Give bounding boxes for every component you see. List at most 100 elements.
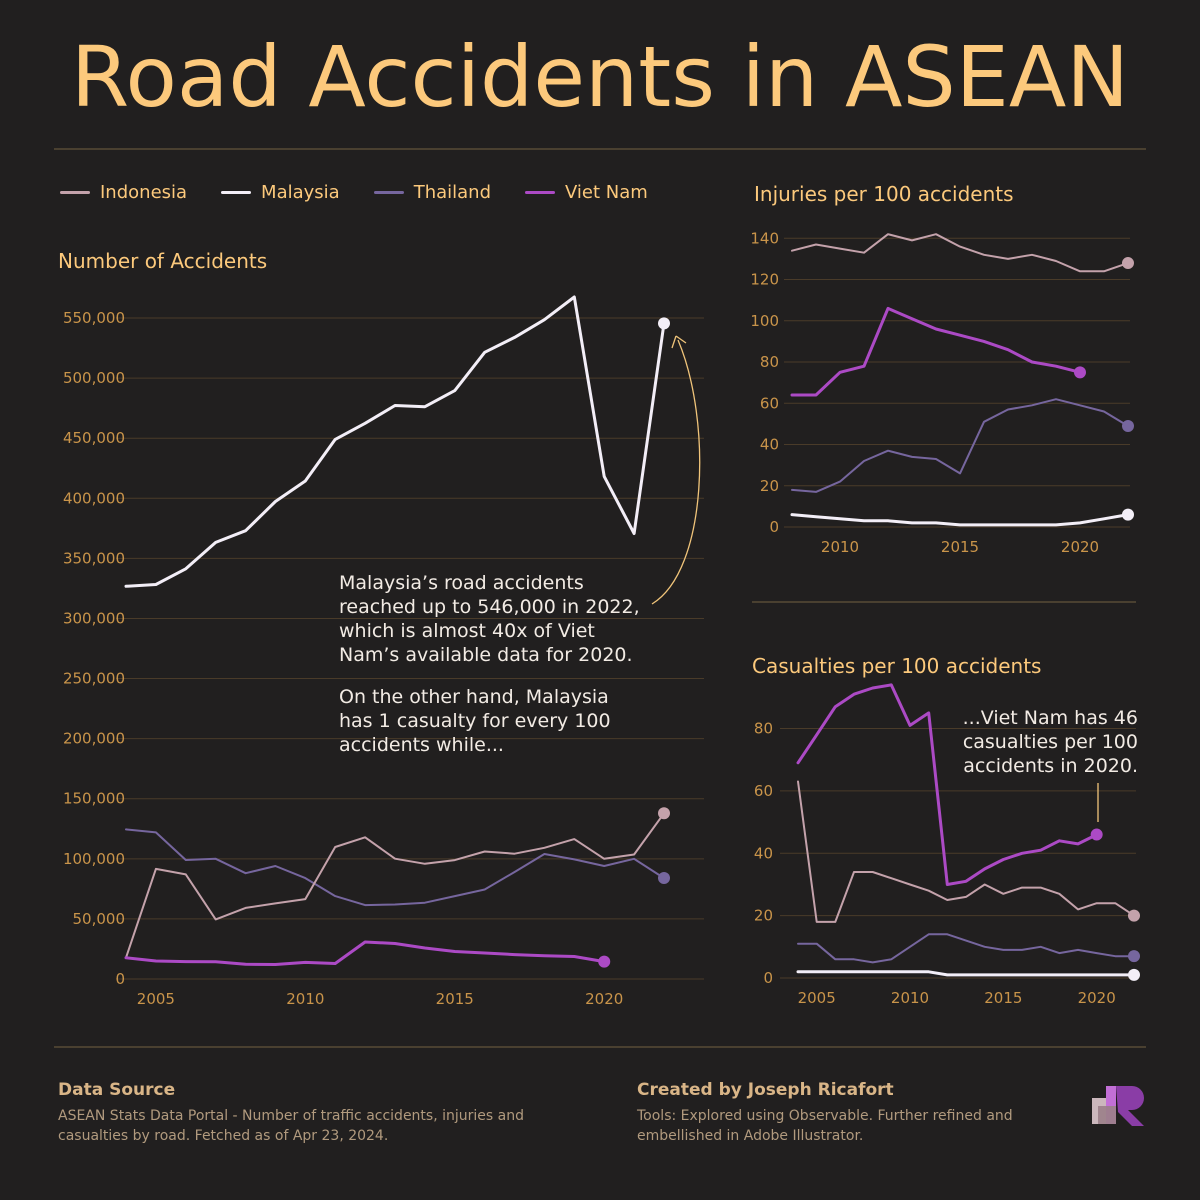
annotation-malaysia-line: Nam’s available data for 2020. <box>339 644 633 666</box>
annotation-malaysia-line: Malaysia’s road accidents <box>339 572 584 594</box>
y-tick-label: 500,000 <box>63 369 125 387</box>
x-tick-label: 2020 <box>1078 989 1116 1007</box>
series-line-malaysia <box>790 513 1130 527</box>
credit-heading: Created by Joseph Ricafort <box>637 1080 894 1100</box>
page-title: Road Accidents in ASEAN <box>70 28 1130 126</box>
annotation-malaysia-casualty-line: has 1 casualty for every 100 <box>339 710 611 732</box>
y-tick-label: 550,000 <box>63 309 125 327</box>
x-tick-label: 2020 <box>585 990 623 1008</box>
divider-top <box>54 148 1146 150</box>
x-tick-label: 2015 <box>436 990 474 1008</box>
y-tick-label: 20 <box>754 907 773 925</box>
y-tick-label: 40 <box>754 844 773 862</box>
x-tick-label: 2005 <box>798 989 836 1007</box>
divider-bottom <box>54 1046 1146 1048</box>
series-line-indonesia <box>125 812 665 959</box>
x-tick-label: 2015 <box>984 989 1022 1007</box>
y-tick-label: 350,000 <box>63 549 125 567</box>
y-tick-label: 150,000 <box>63 790 125 808</box>
chart-title: Injuries per 100 accidents <box>754 182 1014 206</box>
legend-item-indonesia: Indonesia <box>60 182 187 203</box>
annotation-malaysia-casualty-line: accidents while... <box>339 734 504 756</box>
end-point-thailand <box>1122 419 1134 432</box>
end-point-indonesia <box>1128 909 1140 922</box>
y-tick-label: 200,000 <box>63 730 125 748</box>
series-line-malaysia <box>796 970 1136 977</box>
source-text: ASEAN Stats Data Portal - Number of traf… <box>58 1106 524 1146</box>
y-tick-label: 100 <box>750 312 779 330</box>
chart-title: Number of Accidents <box>58 249 267 273</box>
end-point-malaysia <box>658 317 670 330</box>
legend-swatch <box>60 191 90 194</box>
annotation-arrow-head <box>671 335 687 349</box>
series-line-malaysia <box>124 295 666 588</box>
annotation-vietnam-line: casualties per 100 <box>963 731 1138 753</box>
y-tick-label: 40 <box>760 436 779 454</box>
annotation-vietnam-line: accidents in 2020. <box>963 755 1138 777</box>
y-tick-label: 60 <box>754 782 773 800</box>
legend-swatch <box>525 191 556 194</box>
divider-right <box>752 601 1136 603</box>
y-tick-label: 50,000 <box>73 910 126 928</box>
y-tick-label: 0 <box>115 970 125 988</box>
series-line-viet-nam <box>124 940 606 966</box>
end-point-viet-nam <box>1074 366 1086 379</box>
x-tick-label: 2020 <box>1061 538 1099 556</box>
y-tick-label: 140 <box>750 229 779 247</box>
end-point-viet-nam <box>598 955 611 968</box>
legend-item-thailand: Thailand <box>373 182 492 203</box>
legend-label: Indonesia <box>100 182 188 203</box>
y-tick-label: 400,000 <box>63 489 125 507</box>
y-tick-label: 80 <box>754 720 773 738</box>
legend-swatch <box>221 191 252 194</box>
legend: Indonesia Malaysia Thailand Viet Nam <box>60 182 648 203</box>
legend-item-viet-nam: Viet Nam <box>525 182 648 203</box>
end-point-viet-nam <box>1090 828 1103 841</box>
legend-label: Malaysia <box>261 182 340 203</box>
series-line-viet-nam <box>790 306 1082 397</box>
series-line-thailand <box>791 398 1129 493</box>
credit-text: Tools: Explored using Observable. Furthe… <box>637 1106 1013 1146</box>
y-tick-label: 300,000 <box>63 609 125 627</box>
end-point-thailand <box>658 872 670 885</box>
y-tick-label: 100,000 <box>63 850 125 868</box>
x-tick-label: 2005 <box>137 990 175 1008</box>
end-point-indonesia <box>1122 257 1134 270</box>
end-point-malaysia <box>1128 968 1140 981</box>
x-tick-label: 2015 <box>941 538 979 556</box>
y-tick-label: 120 <box>750 271 779 289</box>
series-line-indonesia <box>797 780 1135 923</box>
legend-swatch <box>373 191 404 194</box>
x-tick-label: 2010 <box>821 538 859 556</box>
y-tick-label: 20 <box>760 477 779 495</box>
annotation-malaysia-line: reached up to 546,000 in 2022, <box>339 596 640 618</box>
legend-label: Viet Nam <box>565 182 648 203</box>
series-line-indonesia <box>791 233 1129 273</box>
y-tick-label: 0 <box>763 969 773 987</box>
y-tick-label: 250,000 <box>63 670 125 688</box>
source-text-line: casualties by road. Fetched as of Apr 23… <box>58 1128 389 1144</box>
series-line-viet-nam <box>796 683 1099 886</box>
legend-label: Thailand <box>413 182 492 203</box>
chart-title: Casualties per 100 accidents <box>752 654 1041 678</box>
credit-text-line: embellished in Adobe Illustrator. <box>637 1128 864 1144</box>
legend-item-malaysia: Malaysia <box>221 182 340 203</box>
end-point-thailand <box>1128 950 1140 963</box>
end-point-malaysia <box>1122 508 1134 521</box>
x-tick-label: 2010 <box>891 989 929 1007</box>
annotation-malaysia-line: which is almost 40x of Viet <box>339 620 595 642</box>
y-tick-label: 0 <box>769 518 779 536</box>
credit-text-line: Tools: Explored using Observable. Furthe… <box>637 1108 1013 1124</box>
series-line-thailand <box>797 933 1135 964</box>
y-tick-label: 80 <box>760 353 779 371</box>
end-point-indonesia <box>658 807 670 820</box>
x-tick-label: 2010 <box>286 990 324 1008</box>
y-tick-label: 450,000 <box>63 429 125 447</box>
jr-logo-icon <box>1092 1086 1144 1126</box>
annotation-arrow <box>651 339 701 605</box>
source-heading: Data Source <box>58 1080 176 1100</box>
source-text-line: ASEAN Stats Data Portal - Number of traf… <box>58 1108 524 1124</box>
series-line-thailand <box>125 828 665 907</box>
annotation-malaysia-casualty-line: On the other hand, Malaysia <box>339 686 609 708</box>
